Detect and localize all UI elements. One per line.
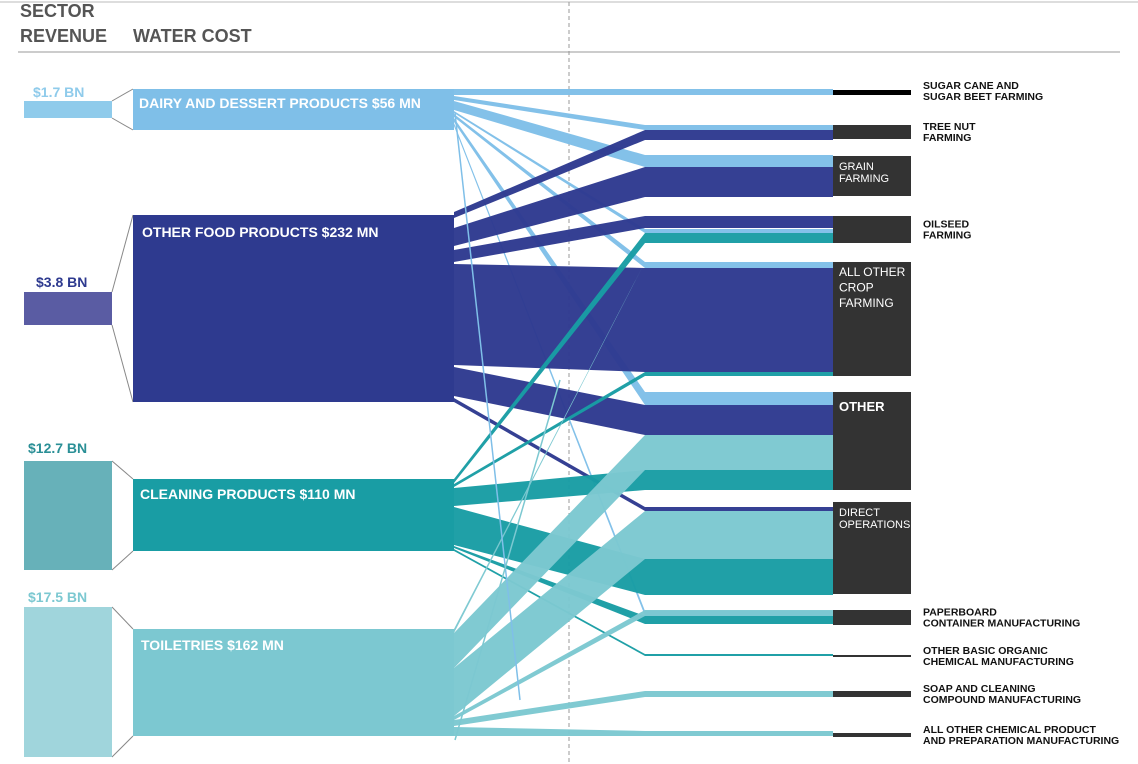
flow-food-other [454,367,833,435]
target-label-other: OTHER [839,399,885,414]
target-label-direct: DIRECT [839,507,880,519]
target-label-paperboard: PAPERBOARD [923,607,997,619]
target-allchem [833,733,911,737]
target-allcrop [833,262,911,376]
header-water-cost: WATER COST [133,26,252,46]
target-label-sugar: SUGAR CANE AND [923,80,1019,92]
connector-toiletries [111,735,134,758]
target-label-direct: OPERATIONS [839,519,910,531]
target-other [833,392,911,490]
sources-layer: $1.7 BN DAIRY AND DESSERT PRODUCTS $56 MN… [24,84,454,758]
flow-food-treenut [454,130,833,218]
target-oilseed [833,216,911,243]
connector-cleaning [111,550,134,571]
target-label-oilseed: FARMING [923,230,971,242]
target-label-sugar: SUGAR BEET FARMING [923,91,1043,103]
header-sector: SECTOR [20,1,95,21]
target-label-allcrop: CROP [839,281,874,295]
revenue-label-dairy: $1.7 BN [33,84,84,100]
flow-food-allcrop [454,264,833,372]
revenue-bar-toiletries [24,607,112,757]
sector-label-cleaning: CLEANING PRODUCTS $110 MN [140,486,355,502]
flow-dairy-grain [454,101,833,167]
target-label-oilseed: OILSEED [923,219,970,231]
flow-dairy-sugar [454,89,833,95]
flow-food-grain [454,167,833,246]
flow-toiletries-direct [454,511,833,716]
sector-node-toiletries [133,629,454,736]
flow-toiletries-soap [454,691,833,726]
flow-dairy-thin [454,112,521,701]
target-label-allchem: AND PREPARATION MANUFACTURING [923,735,1119,747]
revenue-bar-dairy [24,101,112,118]
target-paperboard [833,610,911,625]
revenue-label-cleaning: $12.7 BN [28,440,87,456]
target-direct [833,502,911,594]
sector-node-dairy [133,89,454,130]
target-label-treenut: FARMING [923,132,971,144]
revenue-label-food: $3.8 BN [36,274,87,290]
flow-toiletries-other [454,435,833,668]
connector-dairy [111,88,134,102]
target-label-treenut: TREE NUT [923,121,976,133]
flow-cleaning-direct [454,507,833,595]
connector-food [111,214,134,293]
target-label-organic: OTHER BASIC ORGANIC [923,645,1048,657]
target-treenut [833,125,911,139]
target-soap [833,691,911,697]
flow-toiletries-allchem [454,727,833,736]
sector-label-dairy: DAIRY AND DESSERT PRODUCTS $56 MN [139,95,421,111]
flow-food-oilseed [454,216,833,262]
target-label-allcrop: ALL OTHER [839,265,906,279]
connector-food [111,324,134,403]
sector-node-cleaning [133,479,454,551]
flow-cleaning-other [454,470,833,506]
target-label-allchem: ALL OTHER CHEMICAL PRODUCT [923,724,1096,736]
target-label-grain: GRAIN [839,161,874,173]
flow-toiletries-thin [454,379,561,741]
connector-toiletries [111,606,134,630]
target-label-grain: FARMING [839,173,889,185]
target-sugar [833,90,911,95]
flows-layer [454,89,833,741]
revenue-bar-cleaning [24,461,112,570]
sector-label-toiletries: TOILETRIES $162 MN [141,637,284,653]
sector-label-food: OTHER FOOD PRODUCTS $232 MN [142,224,378,240]
target-organic [833,655,911,657]
connector-cleaning [111,460,134,480]
flow-dairy-treenut [454,96,833,130]
target-grain [833,156,911,196]
header-revenue: REVENUE [20,26,107,46]
target-label-organic: CHEMICAL MANUFACTURING [923,656,1074,668]
target-label-soap: SOAP AND CLEANING [923,683,1036,695]
connector-dairy [111,117,134,131]
revenue-bar-food [24,292,112,325]
target-label-paperboard: CONTAINER MANUFACTURING [923,618,1080,630]
target-label-allcrop: FARMING [839,296,894,310]
sector-node-food [133,215,454,402]
target-label-soap: COMPOUND MANUFACTURING [923,694,1081,706]
flow-cleaning-paperboard [454,546,833,624]
revenue-label-toiletries: $17.5 BN [28,589,87,605]
